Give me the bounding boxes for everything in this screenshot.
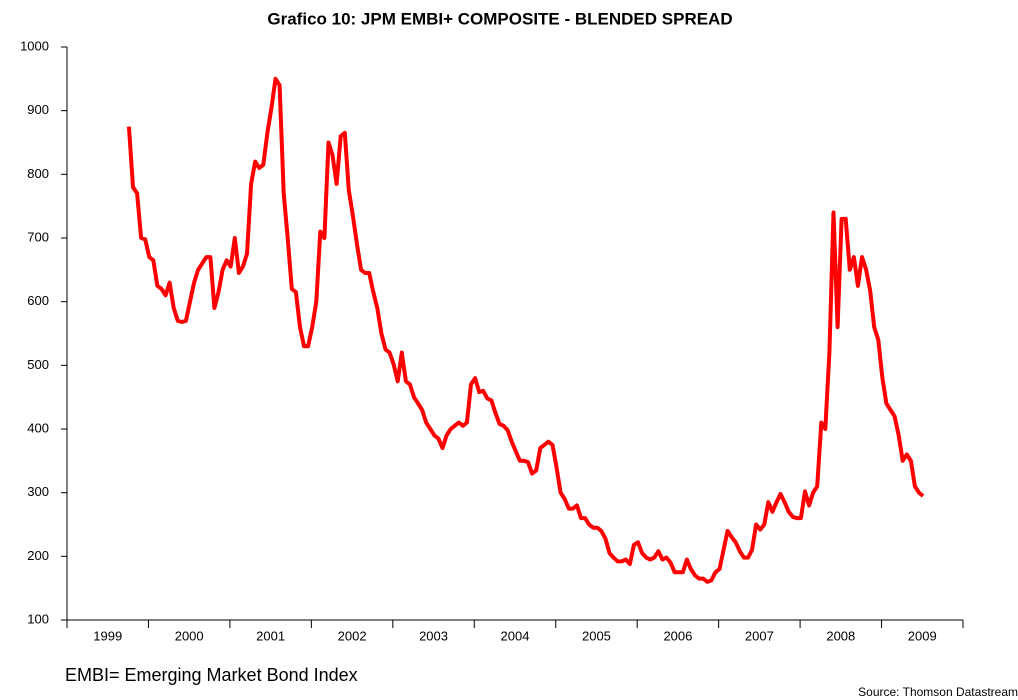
x-tick-label: 2006 xyxy=(663,628,692,643)
y-tick-label: 500 xyxy=(27,357,49,372)
y-tick-label: 300 xyxy=(27,484,49,499)
y-tick-label: 400 xyxy=(27,420,49,435)
x-tick-label: 2009 xyxy=(908,628,937,643)
source: Source: Thomson Datastream xyxy=(858,685,1018,699)
chart-title: Grafico 10: JPM EMBI+ COMPOSITE - BLENDE… xyxy=(267,9,732,28)
y-tick-label: 100 xyxy=(27,611,49,626)
y-tick-label: 600 xyxy=(27,293,49,308)
y-tick-label: 200 xyxy=(27,548,49,563)
note: EMBI= Emerging Market Bond Index xyxy=(65,665,358,685)
x-tick-label: 2005 xyxy=(582,628,611,643)
data-line xyxy=(126,76,925,584)
x-tick-label: 2001 xyxy=(256,628,285,643)
x-tick-label: 2007 xyxy=(745,628,774,643)
x-tick-label: 2004 xyxy=(501,628,530,643)
x-tick-label: 2000 xyxy=(175,628,204,643)
x-tick-label: 2003 xyxy=(419,628,448,643)
x-tick-label: 1999 xyxy=(93,628,122,643)
y-tick-label: 1000 xyxy=(20,38,49,53)
y-tick-label: 800 xyxy=(27,166,49,181)
y-tick-label: 900 xyxy=(27,102,49,117)
x-tick-label: 2002 xyxy=(338,628,367,643)
x-tick-label: 2008 xyxy=(826,628,855,643)
y-tick-label: 700 xyxy=(27,229,49,244)
